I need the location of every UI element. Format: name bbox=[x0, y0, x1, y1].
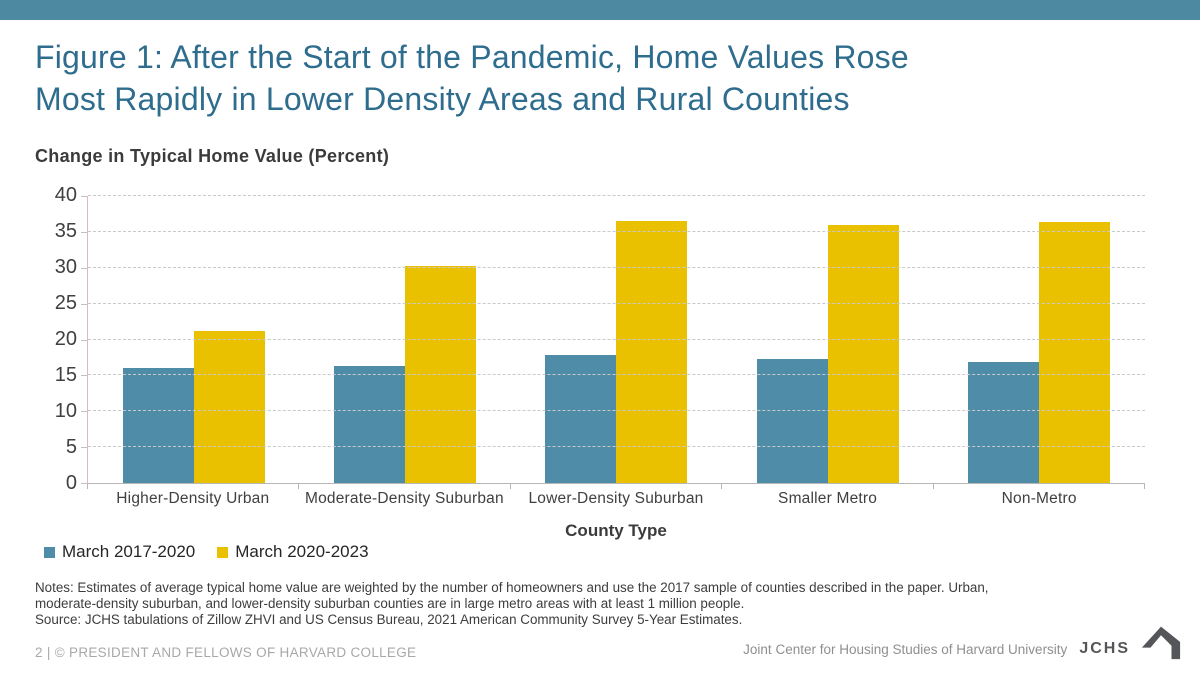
x-category-label: Smaller Metro bbox=[778, 490, 878, 507]
gridline-20 bbox=[88, 338, 1145, 340]
gridline-25 bbox=[88, 302, 1145, 304]
bar-group-non-metro bbox=[934, 196, 1145, 483]
notes-line-2: moderate-density suburban, and lower-den… bbox=[35, 595, 745, 611]
bar-group-smaller-metro bbox=[722, 196, 933, 483]
y-axis-tick bbox=[81, 196, 87, 197]
x-category-label: Moderate-Density Suburban bbox=[304, 490, 504, 507]
bar-march-2017-2020 bbox=[334, 366, 406, 483]
y-axis-tick bbox=[81, 483, 87, 484]
bar-march-2020-2023 bbox=[616, 221, 688, 483]
legend-item-series-1: March 2020-2023 bbox=[217, 542, 369, 562]
gridline-15 bbox=[88, 374, 1145, 376]
page-title-line1: Figure 1: After the Start of the Pandemi… bbox=[35, 39, 909, 75]
x-category-label: Lower-Density Suburban bbox=[528, 490, 704, 507]
legend-label-series-1: March 2020-2023 bbox=[235, 542, 369, 561]
y-axis-tick bbox=[81, 303, 87, 305]
y-tick-label: 30 bbox=[54, 256, 77, 278]
notes-line-1: Notes: Estimates of average typical home… bbox=[35, 580, 989, 595]
x-category-label: Non-Metro bbox=[1001, 490, 1077, 507]
notes-line-3: Source: JCHS tabulations of Zillow ZHVI … bbox=[35, 611, 743, 627]
x-axis-tick bbox=[932, 484, 934, 489]
chart: 0 5 10 15 20 25 30 35 40 bbox=[35, 184, 1155, 494]
bar-group-moderate-density-suburban bbox=[299, 196, 510, 483]
x-axis-title: County Type bbox=[565, 521, 667, 540]
bar-march-2017-2020 bbox=[122, 368, 194, 483]
bar-groups bbox=[88, 196, 1145, 483]
y-tick-label: 35 bbox=[54, 220, 77, 242]
legend: March 2017-2020 March 2020-2023 bbox=[44, 542, 369, 562]
y-tick-label: 25 bbox=[54, 292, 77, 314]
x-axis-tick bbox=[298, 484, 300, 489]
footer-branding: Joint Center for Housing Studies of Harv… bbox=[743, 618, 1182, 660]
accent-top-bar bbox=[0, 0, 1200, 20]
x-axis-tick bbox=[509, 484, 511, 489]
y-tick-label: 5 bbox=[65, 436, 77, 458]
legend-swatch bbox=[217, 546, 229, 558]
gridline-10 bbox=[88, 410, 1145, 412]
y-tick-label: 0 bbox=[65, 472, 77, 494]
y-tick-label: 15 bbox=[54, 364, 77, 386]
gridline-5 bbox=[88, 446, 1145, 448]
bar-march-2020-2023 bbox=[827, 224, 899, 483]
gridline-35 bbox=[88, 230, 1145, 232]
bar-group-higher-density-urban bbox=[88, 196, 299, 483]
y-axis-tick bbox=[81, 411, 87, 413]
x-labels: Higher-Density Urban Moderate-Density Sub… bbox=[87, 490, 1145, 508]
y-axis-tick bbox=[81, 267, 87, 269]
bar-march-2020-2023 bbox=[1039, 221, 1111, 483]
x-category-label: Higher-Density Urban bbox=[116, 490, 270, 507]
value-axis-title: Change in Typical Home Value (Percent) bbox=[35, 146, 390, 166]
bar-march-2017-2020 bbox=[968, 361, 1040, 483]
x-axis-tick bbox=[87, 484, 88, 489]
y-axis-tick bbox=[81, 375, 87, 377]
legend-swatch bbox=[44, 546, 55, 558]
page-title: Figure 1: After the Start of the Pandemi… bbox=[35, 36, 1165, 120]
legend-item-series-0: March 2017-2020 bbox=[44, 542, 195, 562]
y-tick-label: 20 bbox=[54, 328, 77, 350]
bar-march-2020-2023 bbox=[193, 330, 265, 483]
gridline-30 bbox=[88, 266, 1145, 268]
house-icon bbox=[1141, 626, 1181, 660]
x-axis-tick bbox=[1144, 484, 1145, 489]
footer-copyright: 2 | © PRESIDENT AND FELLOWS OF HARVARD C… bbox=[35, 645, 417, 660]
jchs-wordmark: JCHS bbox=[1079, 640, 1130, 657]
footer-org-name: Joint Center for Housing Studies of Harv… bbox=[743, 642, 1068, 657]
x-axis-tick bbox=[721, 484, 723, 489]
bar-group-lower-density-suburban bbox=[511, 196, 722, 483]
page-title-line2: Most Rapidly in Lower Density Areas and … bbox=[35, 81, 850, 117]
y-axis-tick bbox=[81, 231, 87, 233]
y-axis-tick bbox=[81, 447, 87, 449]
bar-march-2017-2020 bbox=[756, 358, 828, 483]
legend-label-series-0: March 2017-2020 bbox=[62, 542, 196, 561]
y-tick-label: 10 bbox=[54, 400, 77, 422]
notes: Notes: Estimates of average typical home… bbox=[35, 580, 1175, 627]
gridline-40 bbox=[88, 195, 1145, 196]
y-axis-tick bbox=[81, 339, 87, 341]
y-tick-label: 40 bbox=[54, 184, 77, 206]
bar-march-2017-2020 bbox=[545, 355, 617, 483]
plot-area bbox=[81, 195, 1145, 489]
